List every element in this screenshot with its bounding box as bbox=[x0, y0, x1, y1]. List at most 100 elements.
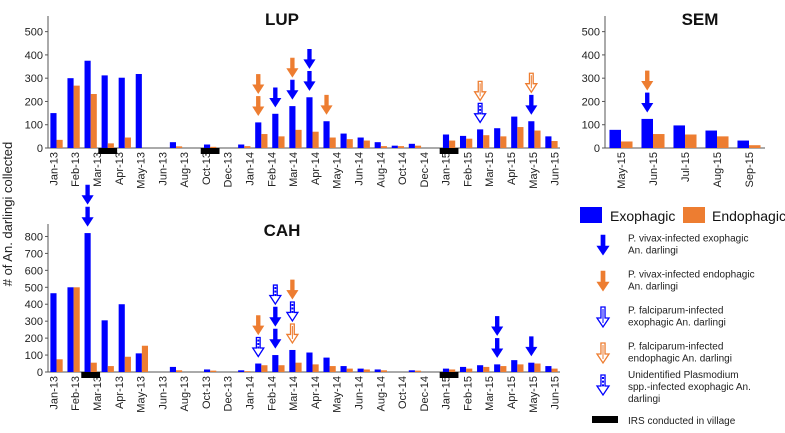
bar-endophagic-may-15 bbox=[621, 141, 633, 148]
x-tick-label: Dec-13 bbox=[223, 376, 235, 411]
y-tick-label: 200 bbox=[25, 333, 43, 345]
irs-marker bbox=[98, 148, 118, 154]
x-tick-label: Jul-15 bbox=[680, 152, 692, 182]
bar-exophagic-oct-13 bbox=[203, 369, 211, 372]
irs-marker bbox=[81, 372, 101, 378]
y-tick-label: 300 bbox=[582, 73, 600, 85]
bar-exophagic-sep-14 bbox=[391, 145, 398, 148]
y-tick-label: 300 bbox=[25, 316, 43, 328]
vivax-exo-marker-icon bbox=[525, 94, 538, 115]
x-tick-label: Apr-15 bbox=[506, 376, 518, 409]
unid-exo-marker-icon bbox=[595, 374, 611, 397]
bar-exophagic-may-14 bbox=[323, 121, 330, 148]
vivax-endo-marker-icon bbox=[286, 57, 299, 78]
irs-marker bbox=[439, 148, 459, 154]
x-tick-label: Mar-14 bbox=[288, 376, 300, 411]
y-tick-label: 400 bbox=[582, 50, 600, 62]
bar-exophagic-feb-14 bbox=[272, 355, 279, 372]
x-tick-label: Mar-15 bbox=[484, 152, 496, 187]
bar-exophagic-aug-14 bbox=[374, 142, 381, 148]
bar-exophagic-feb-13 bbox=[67, 287, 74, 372]
y-tick-label: 300 bbox=[25, 73, 43, 85]
x-tick-label: Apr-14 bbox=[310, 152, 322, 185]
bar-endophagic-jul-14 bbox=[363, 140, 370, 148]
bar-endophagic-apr-13 bbox=[107, 366, 114, 372]
bar-exophagic-dec-13 bbox=[238, 144, 245, 148]
bar-endophagic-dec-14 bbox=[449, 140, 456, 148]
x-tick-label: Feb-15 bbox=[462, 376, 474, 411]
bar-exophagic-jan-13 bbox=[50, 293, 57, 372]
bar-endophagic-jun-15 bbox=[551, 141, 558, 148]
x-tick-label: Aug-13 bbox=[179, 152, 191, 187]
y-tick-label: 0 bbox=[37, 143, 43, 155]
vivax-exo-marker-icon bbox=[525, 336, 538, 357]
vivax-endo-marker-icon bbox=[252, 96, 265, 116]
x-tick-label: Aug-14 bbox=[375, 376, 387, 411]
x-tick-label: Sep-15 bbox=[744, 152, 756, 187]
legend-label-falc-endo: P. falciparum-infected endophagic An. dar… bbox=[628, 342, 732, 365]
x-tick-label: Mar-13 bbox=[92, 376, 104, 411]
bar-exophagic-jun-15 bbox=[545, 136, 552, 148]
bar-endophagic-apr-14 bbox=[312, 364, 319, 372]
bar-exophagic-apr-13 bbox=[101, 320, 108, 372]
bar-endophagic-mar-14 bbox=[295, 362, 302, 372]
x-tick-label: Apr-14 bbox=[310, 376, 322, 409]
x-tick-label: Jun-14 bbox=[353, 152, 365, 186]
bar-exophagic-jun-13 bbox=[135, 353, 142, 372]
legend: Exophagic Endophagic P. vivax-infected e… bbox=[580, 205, 785, 428]
bar-exophagic-feb-15 bbox=[477, 365, 484, 372]
x-tick-label: May-14 bbox=[332, 152, 344, 189]
panel-title: CAH bbox=[264, 221, 301, 240]
panel-lup: LUP 0 100 200 300 400 500 Jan-13 Feb-13 Mar-13 Apr… bbox=[25, 10, 562, 189]
bar-endophagic-jan-13 bbox=[56, 359, 63, 372]
y-tick-label: 700 bbox=[25, 248, 43, 260]
bar-endophagic-mar-14 bbox=[295, 129, 302, 148]
x-tick-label: May-13 bbox=[136, 376, 148, 413]
legend-label-unid-exo: Unidentified Plasmodium spp.-infected exo… bbox=[628, 370, 751, 405]
vivax-exo-marker-icon bbox=[269, 306, 282, 327]
y-tick-label: 100 bbox=[582, 120, 600, 132]
x-tick-label: Jun-13 bbox=[157, 376, 169, 410]
bar-endophagic-feb-15 bbox=[483, 366, 490, 372]
legend-swatch-irs bbox=[592, 416, 618, 423]
x-tick-label: Jan-14 bbox=[245, 152, 257, 186]
bar-endophagic-feb-13 bbox=[73, 85, 80, 148]
x-tick-label: Jun-15 bbox=[648, 152, 660, 186]
y-tick-label: 200 bbox=[582, 96, 600, 108]
legend-label-irs: IRS conducted in village bbox=[628, 416, 736, 427]
bar-endophagic-feb-14 bbox=[278, 365, 285, 372]
y-tick-label: 0 bbox=[594, 143, 600, 155]
bar-exophagic-mar-13 bbox=[84, 60, 91, 148]
vivax-endo-marker-icon bbox=[252, 74, 265, 94]
bar-endophagic-mar-15 bbox=[500, 136, 507, 148]
vivax-endo-marker-icon bbox=[286, 279, 299, 300]
y-tick-label: 0 bbox=[37, 367, 43, 379]
vivax-endo-marker-icon bbox=[596, 270, 610, 292]
bar-exophagic-jan-13 bbox=[50, 113, 57, 148]
bar-endophagic-may-14 bbox=[329, 366, 336, 372]
bar-endophagic-may-15 bbox=[534, 130, 541, 148]
y-tick-label: 100 bbox=[25, 120, 43, 132]
bar-endophagic-feb-14 bbox=[278, 136, 285, 148]
bar-endophagic-jan-14 bbox=[261, 365, 268, 372]
irs-marker bbox=[200, 148, 220, 154]
vivax-exo-marker-icon bbox=[269, 87, 282, 108]
bar-endophagic-aug-14 bbox=[380, 370, 387, 372]
falc-exo-marker-icon bbox=[595, 306, 611, 329]
vivax-endo-marker-icon bbox=[320, 94, 333, 115]
bar-exophagic-may-14 bbox=[323, 357, 330, 372]
bar-exophagic-jan-14 bbox=[255, 363, 262, 372]
x-tick-label: May-14 bbox=[332, 376, 344, 413]
y-tick-label: 500 bbox=[25, 27, 43, 39]
bar-endophagic-jun-13 bbox=[141, 345, 149, 372]
x-tick-label: Dec-14 bbox=[419, 152, 431, 187]
bar-endophagic-jun-15 bbox=[551, 368, 558, 372]
bar-exophagic-aug-15 bbox=[705, 130, 717, 148]
x-tick-label: Jun-13 bbox=[157, 152, 169, 186]
bar-endophagic-jan-14 bbox=[261, 134, 268, 148]
x-tick-label: Jan-15 bbox=[441, 152, 453, 186]
bar-endophagic-apr-13 bbox=[107, 143, 114, 148]
bar-endophagic-may-14 bbox=[329, 137, 336, 148]
legend-swatch-endophagic bbox=[683, 207, 705, 223]
y-tick-label: 200 bbox=[25, 96, 43, 108]
